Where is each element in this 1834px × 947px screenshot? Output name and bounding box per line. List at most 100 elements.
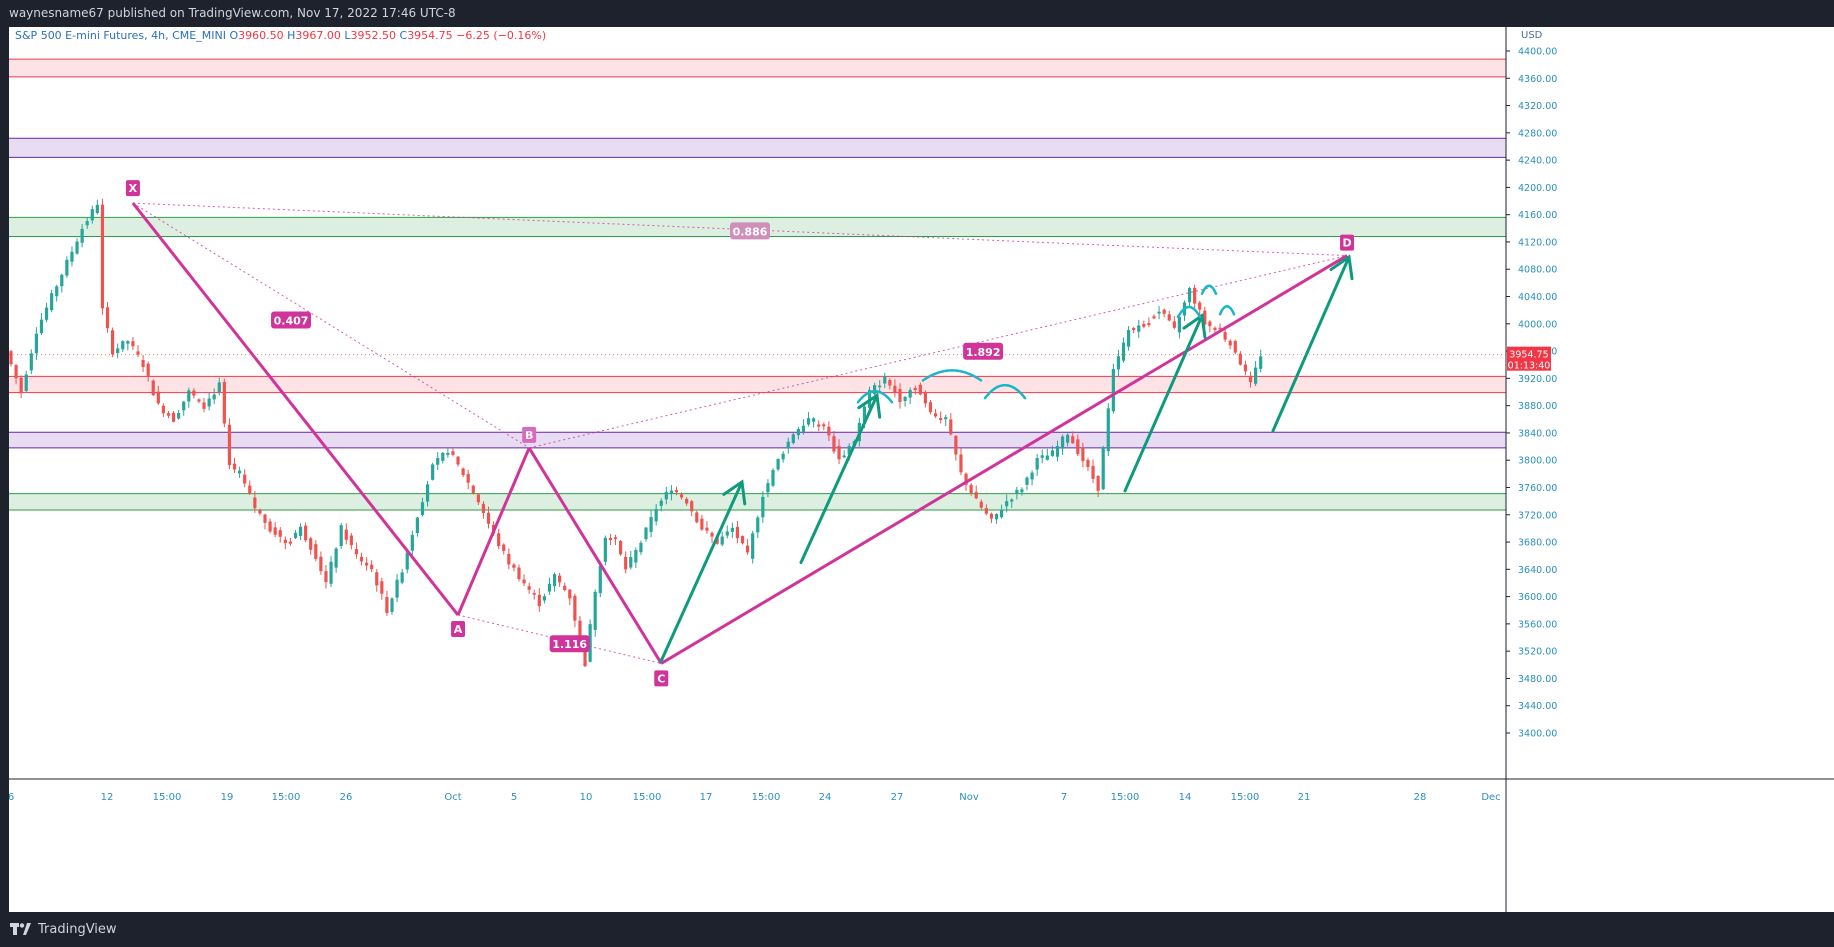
candle-body bbox=[1060, 436, 1065, 449]
candle-body bbox=[314, 544, 318, 559]
price-tick-label: 3520.00 bbox=[1518, 647, 1557, 658]
candle-body bbox=[608, 537, 613, 541]
candle-body bbox=[659, 500, 663, 506]
candle-body bbox=[202, 402, 206, 409]
chart-frame[interactable]: USD 4400.00 4360.00 4320.00 4280.00 4240.00 42… bbox=[9, 27, 1834, 912]
candle-body bbox=[507, 553, 511, 565]
last-price-badge bbox=[1507, 346, 1551, 371]
candle-body bbox=[238, 470, 242, 474]
time-tick-label: 15:00 bbox=[153, 792, 182, 803]
price-tick-label: 4120.00 bbox=[1518, 237, 1557, 248]
candle-body bbox=[1121, 342, 1126, 361]
candle-body bbox=[822, 424, 826, 427]
candle-body bbox=[700, 518, 704, 530]
zone-layer bbox=[9, 58, 1506, 511]
candle-body bbox=[954, 436, 958, 455]
candle-body bbox=[136, 351, 140, 355]
candle-body bbox=[466, 473, 470, 483]
price-tick-label: 4200.00 bbox=[1518, 183, 1557, 194]
candle-body bbox=[1050, 450, 1054, 456]
candle-body bbox=[842, 455, 846, 458]
pattern-point-badge bbox=[654, 670, 669, 687]
candle-body bbox=[1025, 477, 1029, 485]
candle-body bbox=[593, 591, 597, 630]
zone-red-3 bbox=[9, 376, 1506, 393]
candle-body bbox=[812, 418, 816, 422]
candle-body bbox=[171, 412, 176, 422]
top-arc-4 bbox=[1176, 305, 1202, 319]
zone-red-0 bbox=[9, 59, 1506, 77]
price-tick-label: 4360.00 bbox=[1518, 74, 1557, 85]
candle-body bbox=[984, 508, 988, 514]
bar-countdown: 01:13:40 bbox=[1508, 361, 1551, 372]
candle-body bbox=[654, 508, 658, 522]
candle-body bbox=[913, 387, 917, 391]
candle-body bbox=[1223, 332, 1227, 340]
candle-body bbox=[116, 348, 120, 354]
candle-body bbox=[1157, 311, 1161, 314]
candle-body bbox=[375, 572, 379, 586]
candle-body bbox=[446, 452, 450, 455]
ratio-line-xb bbox=[132, 202, 530, 449]
ratio-badge bbox=[729, 222, 770, 240]
candle-body bbox=[29, 353, 33, 371]
candle-body bbox=[166, 413, 171, 416]
candle-body bbox=[837, 445, 841, 460]
legend-part: L bbox=[344, 29, 351, 42]
legend-part: 3960.50 bbox=[238, 29, 287, 42]
candle-body bbox=[537, 594, 541, 607]
candle-body bbox=[1015, 489, 1019, 495]
candle-body bbox=[436, 457, 440, 465]
pattern-point-badge bbox=[451, 621, 466, 638]
candle-body bbox=[1132, 327, 1136, 331]
price-tick-label: 3720.00 bbox=[1518, 510, 1557, 521]
candle-body bbox=[486, 512, 491, 524]
candle-body bbox=[619, 540, 623, 555]
candle-body bbox=[298, 526, 303, 536]
pattern-point-badge bbox=[522, 426, 537, 443]
symbol-legend: S&P 500 E-mini Futures, 4h, CME_MINI O39… bbox=[15, 29, 546, 42]
overlay-layer bbox=[9, 202, 1506, 665]
candle-body bbox=[365, 562, 369, 566]
candle-body bbox=[100, 204, 105, 309]
candle-body bbox=[674, 490, 679, 493]
price-tick-label: 3480.00 bbox=[1518, 674, 1557, 685]
candle-body bbox=[420, 502, 425, 516]
candle-body bbox=[90, 209, 94, 221]
candle-body bbox=[344, 529, 348, 540]
leg-bc bbox=[527, 447, 663, 665]
candle-body bbox=[192, 390, 196, 396]
price-tick-label: 3640.00 bbox=[1518, 565, 1557, 576]
candle-body bbox=[248, 485, 252, 494]
candle-body bbox=[944, 417, 948, 420]
top-arc-2 bbox=[921, 369, 983, 382]
time-tick-label: 19 bbox=[221, 792, 234, 803]
candle-body bbox=[1071, 436, 1075, 444]
price-tick-label: 3560.00 bbox=[1518, 619, 1557, 630]
candle-body bbox=[679, 494, 684, 498]
candle-body bbox=[761, 496, 765, 518]
candle-body bbox=[227, 424, 232, 466]
candle-body bbox=[1111, 368, 1115, 412]
candle-body bbox=[578, 620, 582, 640]
candle-body bbox=[547, 583, 552, 592]
candle-body bbox=[1005, 501, 1009, 507]
price-tick-label: 3880.00 bbox=[1518, 401, 1557, 412]
ratio-label: 0.886 bbox=[733, 225, 768, 238]
pattern-point-label: A bbox=[454, 623, 463, 636]
candle-body bbox=[933, 413, 938, 417]
ratio-label: 0.407 bbox=[274, 315, 309, 328]
candle-body bbox=[624, 556, 628, 570]
time-tick-label: 6 bbox=[9, 792, 14, 803]
tradingview-logo[interactable]: TradingView bbox=[10, 912, 117, 947]
candle-body bbox=[1020, 489, 1024, 493]
candle-body bbox=[9, 351, 13, 365]
candle-body bbox=[151, 380, 155, 396]
candle-body bbox=[796, 429, 800, 436]
candle-body bbox=[80, 228, 84, 243]
candle-body bbox=[1086, 459, 1090, 467]
candle-body bbox=[349, 535, 353, 546]
ratio-badge bbox=[549, 635, 590, 653]
price-chart[interactable]: USD 4400.00 4360.00 4320.00 4280.00 4240.00 42… bbox=[9, 27, 1834, 912]
candle-body bbox=[1213, 327, 1217, 330]
